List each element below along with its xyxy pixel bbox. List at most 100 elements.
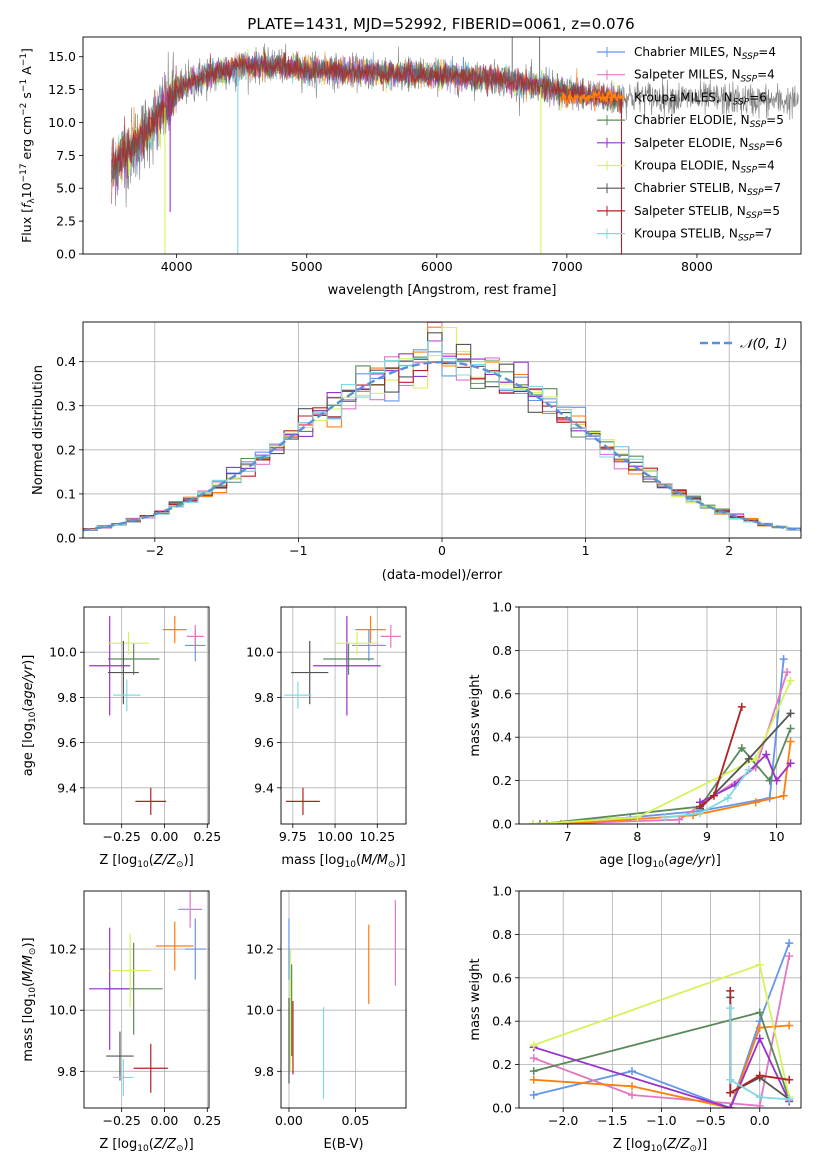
legend-label: Chabrier ELODIE, NSSP=5 [634, 113, 784, 130]
weight-marker [542, 820, 551, 824]
y-tick-label: 9.8 [254, 1064, 274, 1079]
y-tick-label: 0.0 [492, 1101, 512, 1116]
y-tick-label: 10.0 [246, 1003, 274, 1018]
weight-marker [709, 791, 718, 800]
weight-marker [689, 811, 698, 820]
spectrum-legend: Chabrier MILES, NSSP=4 Salpeter MILES, NS… [597, 45, 784, 244]
x-tick-label: 7 [564, 829, 572, 844]
age_vs_Z-points [89, 616, 206, 815]
residual-histograms [83, 322, 801, 532]
weight-marker [751, 754, 760, 763]
weight-marker [737, 744, 746, 753]
x-tick-label: 10.25 [359, 829, 395, 844]
y-tick-label: 0.4 [492, 1014, 512, 1029]
mass_vs_Z-ylabel: mass [log10(M/M⊙)] [21, 937, 38, 1061]
weight-marker [772, 776, 781, 785]
weight-marker [529, 1067, 538, 1076]
weight-marker [633, 813, 642, 822]
y-tick-label: 9.8 [57, 1064, 77, 1079]
y-tick-label: 0.8 [492, 643, 512, 658]
x-tick-label: 0.05 [342, 1113, 370, 1128]
legend-label: Kroupa ELODIE, NSSP=4 [634, 159, 775, 176]
legend-label: Chabrier MILES, NSSP=4 [634, 45, 776, 62]
y-tick-label: 0.4 [56, 354, 76, 369]
spectrum-xlabel: wavelength [Angstrom, rest frame] [328, 283, 557, 298]
age_vs_Z-xlabel: Z [log10(Z/Z⊙)] [99, 853, 193, 870]
y-tick-label: 5.0 [56, 181, 76, 196]
x-tick-label: 7000 [551, 259, 583, 274]
mass_weight_vs_Z-series [529, 939, 794, 1108]
mass_vs_ebv-points [288, 900, 396, 1099]
weight-marker [751, 798, 760, 807]
mass_vs_ebv-xlabel: E(B-V) [323, 1137, 363, 1152]
y-tick-label: 0.2 [492, 1057, 512, 1072]
y-tick-label: 0.6 [492, 686, 512, 701]
x-tick-label: −2 [146, 543, 164, 558]
y-tick-label: 9.4 [254, 780, 274, 795]
weight-marker [744, 765, 753, 774]
model-spectrum-salpeter_stelib [111, 51, 623, 204]
weight-marker [726, 1004, 735, 1013]
mass_weight_vs_age-ylabel: mass weight [468, 674, 483, 756]
weight-marker [755, 1101, 764, 1108]
weight-marker [726, 1088, 735, 1097]
weight-marker [726, 986, 735, 995]
legend-label: Salpeter STELIB, NSSP=5 [634, 204, 780, 221]
weight-marker [696, 809, 705, 818]
mass_weight_vs_age-frame [518, 606, 802, 825]
y-tick-label: 10.2 [49, 942, 77, 957]
y-tick-label: 0.8 [492, 927, 512, 942]
weight-marker [755, 1034, 764, 1043]
spectrum-ylabel: Flux [fλ10−17 erg cm−2 s−1 A−1] [19, 48, 37, 243]
weight-marker [529, 1041, 538, 1050]
weight-marker [755, 1093, 764, 1102]
y-tick-label: 7.5 [56, 148, 76, 163]
mass_vs_Z-points [89, 891, 206, 1096]
x-tick-label: 0 [438, 543, 446, 558]
y-tick-label: 9.6 [254, 735, 274, 750]
weight-marker [737, 702, 746, 711]
age_vs_Z-axes: −0.25 0.00 0.25 9.4 9.6 9.8 10.0 [49, 607, 221, 844]
weight-marker [627, 1090, 636, 1099]
weight-marker [779, 655, 788, 664]
x-tick-label: −0.25 [103, 1113, 141, 1128]
y-tick-label: 12.5 [48, 82, 76, 97]
weight-marker [726, 1075, 735, 1084]
legend-label: Salpeter MILES, NSSP=4 [634, 68, 775, 85]
age_vs_mass-points [284, 616, 401, 815]
x-tick-label: −2.0 [548, 1113, 578, 1128]
y-tick-label: 15.0 [48, 49, 76, 64]
gaussian-legend-label: 𝒩(0, 1) [740, 337, 787, 352]
x-tick-label: 9.75 [279, 829, 307, 844]
weight-line-chabrier_miles [533, 942, 791, 1108]
weight-line-salpeter_elodie [533, 1036, 791, 1108]
weight-line-kroupa_stelib [729, 1008, 790, 1101]
gaussian-curve [83, 360, 801, 532]
x-tick-label: 8 [633, 829, 641, 844]
mass_weight_vs_Z-ylabel: mass weight [468, 958, 483, 1040]
x-tick-label: 0.25 [193, 1113, 221, 1128]
x-tick-label: −0.25 [103, 829, 141, 844]
y-tick-label: 0.3 [56, 398, 76, 413]
age_vs_mass-frame [280, 606, 407, 825]
y-tick-label: 0.0 [56, 531, 76, 546]
x-tick-label: 9 [703, 829, 711, 844]
weight-marker [786, 759, 795, 768]
weight-marker [785, 952, 794, 961]
age_vs_mass-axes: 9.75 10.00 10.25 9.4 9.6 9.8 10.0 [246, 607, 406, 844]
mass_weight_vs_Z-xlabel: Z [log10(Z/Z⊙)] [613, 1137, 707, 1154]
y-tick-label: 1.0 [492, 600, 512, 615]
weight-marker [755, 1023, 764, 1032]
mass_weight_vs_age-xlabel: age [log10(age/yr)] [599, 853, 721, 870]
y-tick-label: 10.0 [49, 645, 77, 660]
x-tick-label: 4000 [161, 259, 193, 274]
x-tick-label: 0.00 [275, 1113, 303, 1128]
x-tick-label: 10.00 [317, 829, 353, 844]
weight-marker [785, 1095, 794, 1104]
y-tick-label: 0.4 [492, 730, 512, 745]
y-tick-label: 9.4 [57, 780, 77, 795]
legend-label: Kroupa STELIB, NSSP=7 [634, 227, 772, 244]
x-tick-label: −0.5 [695, 1113, 725, 1128]
x-tick-label: 5000 [291, 259, 323, 274]
residuals-frame [82, 321, 802, 539]
